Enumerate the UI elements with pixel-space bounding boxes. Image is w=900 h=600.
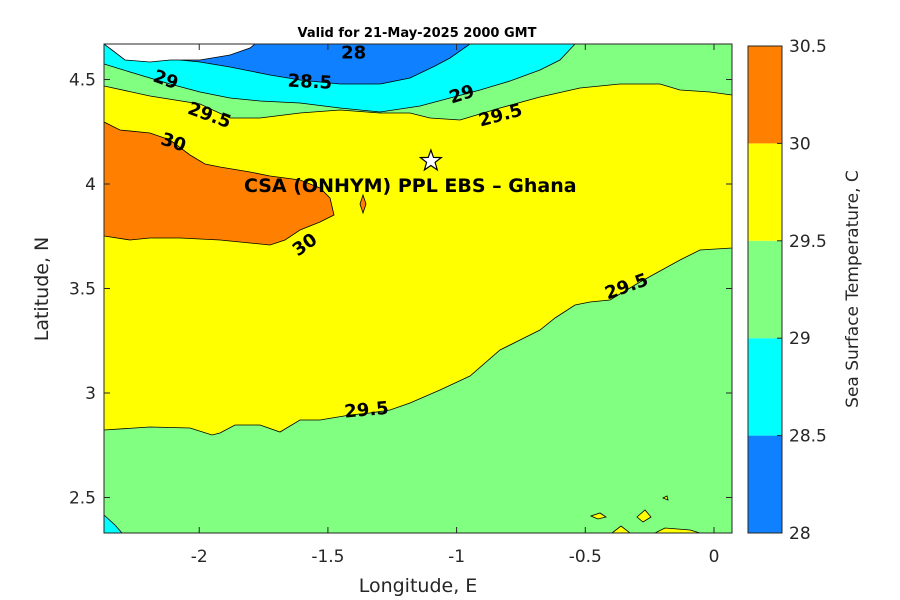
colorbar-tick-label: 29.5 — [789, 232, 827, 252]
colorbar-swatch — [748, 435, 782, 533]
no-data-patch — [104, 44, 256, 63]
sst-speck-1 — [589, 512, 607, 520]
contour-label: 28 — [341, 42, 366, 63]
y-tick-label: 3.5 — [69, 280, 96, 300]
colorbar-tick-label: 28 — [789, 524, 811, 544]
colorbar-swatch — [748, 338, 782, 436]
colorbar-tick-label: 30 — [789, 134, 811, 154]
y-axis-label: Latitude, N — [31, 237, 53, 342]
map-title: Valid for 21-May-2025 2000 GMT — [298, 26, 537, 41]
x-tick-label: -2 — [191, 547, 208, 567]
y-tick-label: 4.5 — [69, 71, 96, 91]
y-tick-label: 4 — [85, 175, 96, 195]
colorbar-tick-label: 30.5 — [789, 37, 827, 57]
sst-patch-30 — [359, 193, 367, 215]
colorbar-label: Sea Surface Temperature, C — [843, 170, 863, 408]
x-axis: -2 -1.5 -1 -0.5 0 — [191, 44, 720, 567]
star-icon — [418, 148, 443, 172]
sst-corner-28-5 — [104, 514, 123, 533]
colorbar-tick-label: 29 — [789, 329, 811, 349]
x-tick-label: -0.5 — [569, 547, 602, 567]
colorbar: 28 28.5 29 29.5 30 30.5 — [747, 37, 827, 544]
x-tick-label: -1 — [448, 547, 465, 567]
contour-label: 29.5 — [344, 398, 390, 423]
sst-speck-2 — [636, 509, 652, 523]
x-tick-label: 0 — [709, 547, 720, 567]
x-axis-label: Longitude, E — [359, 575, 478, 597]
colorbar-frame — [747, 45, 783, 534]
y-tick-label: 3 — [85, 384, 96, 404]
sst-band-30 — [104, 121, 335, 246]
colorbar-swatch — [748, 143, 782, 241]
contour-label: 28.5 — [287, 70, 332, 93]
colorbar-tick-label: 28.5 — [789, 427, 827, 447]
y-tick-label: 2.5 — [69, 488, 96, 508]
y-axis: 2.5 3 3.5 4 4.5 — [69, 71, 732, 508]
sst-band-29-5 — [104, 83, 732, 436]
sst-speck-3 — [611, 525, 631, 533]
colorbar-swatch — [748, 46, 782, 144]
sst-speck-4 — [654, 527, 701, 533]
sst-speck-5 — [662, 495, 669, 501]
colorbar-swatch — [748, 240, 782, 339]
site-label: CSA (ONHYM) PPL EBS – Ghana — [244, 175, 577, 197]
x-tick-label: -1.5 — [311, 547, 344, 567]
